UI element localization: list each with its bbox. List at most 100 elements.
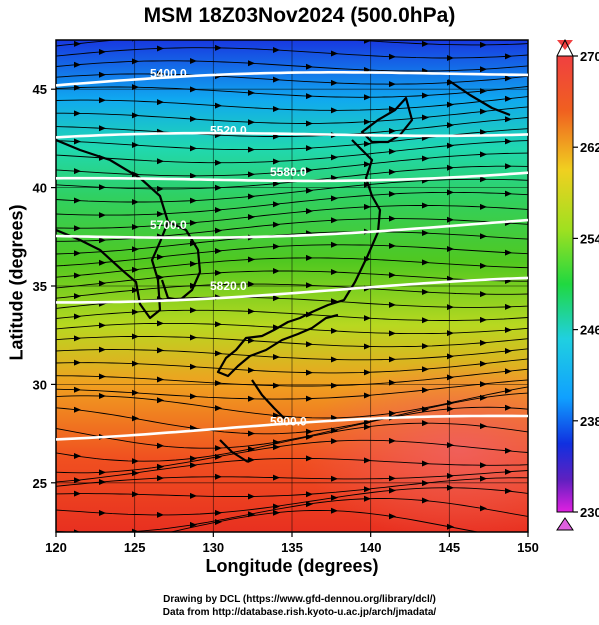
streamline-arrow (364, 457, 371, 464)
streamline-arrow (447, 353, 454, 360)
streamline-arrow (306, 93, 313, 100)
streamline-arrow (132, 491, 139, 498)
colorbar-max-arrow (557, 40, 573, 50)
streamline-arrow (248, 32, 255, 38)
streamline-arrow (306, 455, 313, 462)
streamline (56, 322, 528, 335)
streamline-arrow (331, 79, 338, 86)
y-axis-label: Latitude (degrees) (6, 204, 27, 361)
streamline-arrow (389, 168, 396, 175)
streamline-arrow (422, 420, 429, 427)
streamline-arrow (157, 45, 164, 52)
streamline-arrow (389, 301, 396, 308)
streamline-arrow (505, 303, 512, 310)
x-axis-ticks: 120 125 130 135 140 145 150 (45, 532, 539, 555)
streamline-arrow (132, 458, 139, 465)
streamline-arrow (306, 341, 313, 348)
streamline-arrow (248, 281, 255, 288)
streamline-arrow (306, 167, 313, 174)
contour-line (56, 276, 528, 304)
streamline-arrow (331, 327, 338, 334)
streamline-arrow (447, 330, 454, 337)
streamline-arrow (248, 308, 255, 315)
y-tick-label: 45 (33, 82, 47, 97)
contour-label: 5400.0 (150, 66, 187, 80)
streamline-arrow (389, 242, 396, 249)
streamline (56, 73, 528, 85)
streamline-arrow (248, 119, 255, 126)
colorbar-tick-label: 238 (580, 414, 599, 429)
y-tick-label: 40 (33, 181, 47, 196)
streamline-arrow (480, 66, 487, 73)
colorbar-tick-label: 262 (580, 140, 599, 155)
streamline-arrow (389, 410, 396, 417)
streamline-arrow (132, 84, 139, 91)
streamline-arrow (273, 444, 280, 451)
contour-label: 5520.0 (210, 123, 247, 137)
streamline-arrow (447, 484, 454, 491)
streamline-arrow (505, 327, 512, 334)
streamline-arrow (480, 505, 487, 512)
streamline-arrow (422, 259, 429, 266)
colorbar-tick-label: 246 (580, 323, 599, 338)
streamline-arrow (389, 513, 396, 520)
streamline-arrow (273, 412, 280, 419)
streamline-arrow (157, 475, 164, 482)
streamline-arrow (331, 269, 338, 276)
streamline-arrow (248, 456, 255, 463)
colorbar-tick-label: 270 (580, 49, 599, 64)
streamline-arrow (331, 241, 338, 248)
streamline-arrow (215, 248, 222, 255)
streamline-arrow (99, 479, 106, 486)
streamline-arrow (505, 190, 512, 197)
streamline-arrow (248, 214, 255, 221)
streamline-arrow (132, 415, 139, 422)
streamline-arrow (480, 233, 487, 240)
streamline-arrow (505, 95, 512, 102)
streamline-arrow (447, 54, 454, 61)
streamline-arrow (248, 89, 255, 96)
streamline-arrow (215, 102, 222, 109)
streamline-arrow (248, 337, 255, 344)
x-tick-label: 145 (438, 540, 460, 555)
x-tick-label: 140 (360, 540, 382, 555)
streamline-arrow (74, 168, 81, 175)
streamline-arrow (331, 507, 338, 514)
streamline-arrow (99, 97, 106, 104)
contour-label: 5820.0 (210, 279, 247, 293)
streamline (56, 348, 528, 361)
streamline-arrow (248, 493, 255, 500)
streamline-arrow (505, 163, 512, 170)
streamline-arrow (190, 115, 197, 122)
streamline-arrow (99, 212, 106, 219)
streamline-arrow (74, 293, 81, 300)
colorbar-min-arrow (556, 517, 574, 531)
streamline (168, 510, 481, 532)
streamline-arrow (273, 295, 280, 302)
streamline-arrow (422, 40, 429, 47)
streamline-arrow (248, 256, 255, 263)
streamline-arrow (74, 490, 81, 497)
streamline-arrow (132, 389, 139, 396)
streamline-arrow (480, 462, 487, 469)
streamline-arrow (306, 395, 313, 402)
streamline-arrow (505, 468, 512, 475)
streamline-arrow (215, 473, 222, 480)
streamline-arrow (215, 453, 222, 460)
streamline-arrow (157, 210, 164, 217)
streamline (56, 40, 528, 47)
streamline-arrow (447, 275, 454, 282)
streamline-arrow (389, 128, 396, 135)
credit-drawing: Drawing by DCL (https://www.gfd-dennou.o… (163, 594, 436, 605)
streamline-arrow (306, 120, 313, 127)
streamline-arrow (215, 405, 222, 412)
streamline-arrow (480, 339, 487, 346)
streamline-arrow (306, 254, 313, 261)
streamline-arrow (74, 250, 81, 257)
streamline-arrow (389, 475, 396, 482)
streamline (56, 47, 528, 59)
streamline-arrow (389, 356, 396, 363)
streamline-arrow (190, 521, 197, 528)
streamline-arrow (99, 322, 106, 329)
